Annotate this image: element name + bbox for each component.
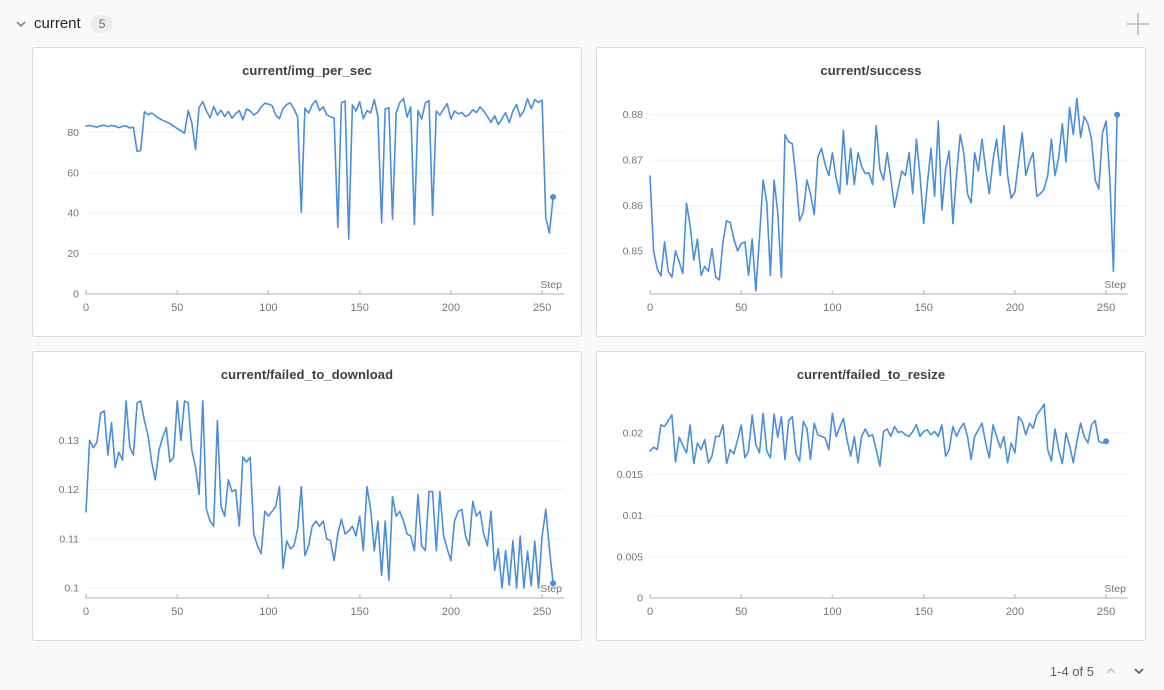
svg-text:0.88: 0.88 (623, 109, 644, 121)
svg-text:0.01: 0.01 (623, 510, 644, 522)
section-title[interactable]: current (34, 15, 81, 32)
svg-text:50: 50 (171, 606, 183, 618)
add-panel-button[interactable] (1122, 8, 1154, 40)
svg-text:0.005: 0.005 (617, 551, 643, 563)
svg-text:150: 150 (351, 302, 369, 314)
section-collapse-chevron-icon[interactable] (12, 15, 30, 33)
chart-title: current/success (820, 63, 922, 78)
svg-text:100: 100 (823, 302, 841, 314)
chart-success[interactable]: 0.85 0.86 0.87 0.88 0 50 100 150 200 250 Step (604, 80, 1138, 332)
svg-text:Step: Step (1104, 583, 1126, 595)
svg-text:40: 40 (67, 208, 79, 220)
svg-text:250: 250 (1097, 302, 1115, 314)
svg-text:20: 20 (67, 248, 79, 260)
svg-text:0.015: 0.015 (617, 469, 643, 481)
pagination-label: 1-4 of 5 (1049, 663, 1094, 679)
svg-text:0.11: 0.11 (59, 533, 79, 545)
svg-text:0.12: 0.12 (59, 484, 80, 496)
svg-text:50: 50 (735, 606, 747, 618)
svg-text:0: 0 (637, 593, 643, 605)
svg-text:Step: Step (540, 583, 562, 595)
panel-img-per-sec[interactable]: current/img_per_sec 0 20 40 60 80 0 50 100 150 20… (32, 47, 582, 337)
svg-text:0.02: 0.02 (623, 428, 644, 440)
svg-text:0: 0 (83, 302, 89, 314)
panel-success[interactable]: current/success 0.85 0.86 0.87 0.88 0 50 100 15… (596, 47, 1146, 337)
svg-text:60: 60 (67, 167, 79, 179)
svg-text:0: 0 (647, 302, 653, 314)
svg-text:50: 50 (735, 302, 747, 314)
svg-text:0.85: 0.85 (623, 245, 644, 257)
svg-text:150: 150 (915, 606, 933, 618)
chart-title: current/failed_to_resize (796, 367, 946, 382)
svg-text:100: 100 (259, 302, 277, 314)
chart-img-per-sec[interactable]: 0 20 40 60 80 0 50 100 150 200 250 Step (40, 80, 574, 332)
svg-text:200: 200 (1006, 606, 1024, 618)
chevron-up-icon (1106, 667, 1116, 674)
panel-failed-to-resize[interactable]: current/failed_to_resize 0 0.005 0.01 0.015… (596, 351, 1146, 641)
svg-text:100: 100 (259, 606, 277, 618)
svg-text:100: 100 (823, 606, 841, 618)
panel-failed-to-download[interactable]: current/failed_to_download 0.1 0.11 0.12 0.… (32, 351, 582, 641)
svg-text:50: 50 (171, 302, 183, 314)
svg-text:150: 150 (351, 606, 369, 618)
panel-count-badge: 5 (90, 14, 114, 33)
svg-text:0.86: 0.86 (623, 200, 644, 212)
svg-text:Step: Step (1104, 279, 1126, 291)
panel-grid: current/img_per_sec 0 20 40 60 80 0 50 100 150 20… (32, 47, 1146, 641)
pagination: 1-4 of 5 (1050, 660, 1150, 682)
svg-text:0: 0 (73, 289, 79, 301)
svg-text:200: 200 (442, 606, 460, 618)
svg-text:0.87: 0.87 (623, 155, 644, 167)
plus-icon (1127, 13, 1149, 35)
svg-text:200: 200 (442, 302, 460, 314)
chart-failed-to-download[interactable]: 0.1 0.11 0.12 0.13 0 50 100 150 200 250 Step (40, 384, 574, 636)
chart-failed-to-resize[interactable]: 0 0.005 0.01 0.015 0.02 0 50 100 150 200 250 Step (604, 384, 1138, 636)
svg-text:250: 250 (533, 606, 551, 618)
svg-text:250: 250 (533, 302, 551, 314)
chart-title: current/img_per_sec (242, 63, 372, 78)
section-header: current 5 (0, 0, 1164, 47)
svg-text:150: 150 (915, 302, 933, 314)
svg-text:0: 0 (647, 606, 653, 618)
svg-text:80: 80 (67, 127, 79, 139)
svg-text:250: 250 (1097, 606, 1115, 618)
svg-text:0: 0 (83, 606, 89, 618)
svg-text:Step: Step (540, 279, 562, 291)
svg-text:200: 200 (1006, 302, 1024, 314)
svg-text:0.13: 0.13 (59, 435, 80, 447)
chevron-down-icon (1134, 668, 1144, 675)
page-up-button[interactable] (1100, 660, 1122, 682)
page-down-button[interactable] (1128, 660, 1150, 682)
svg-text:0.1: 0.1 (64, 583, 79, 595)
chart-title: current/failed_to_download (220, 367, 394, 382)
